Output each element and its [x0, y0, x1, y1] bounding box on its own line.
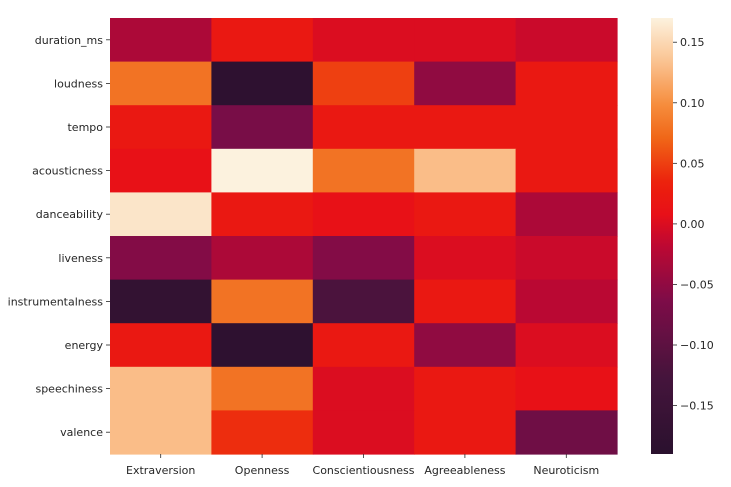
heatmap-cell-liveness-Agreeableness: [414, 236, 517, 281]
colorbar: [651, 18, 673, 454]
heatmap-cell-danceability-Openness: [211, 192, 314, 237]
colorbar-tick-label: 0.00: [680, 218, 705, 231]
heatmap-cell-loudness-Openness: [211, 61, 314, 106]
y-tick-label: acousticness: [32, 165, 103, 178]
heatmap-cell-duration_ms-Conscientiousness: [312, 18, 415, 63]
heatmap-cell-valence-Agreeableness: [414, 410, 517, 455]
heatmap-cell-speechiness-Agreeableness: [414, 366, 517, 411]
heatmap-cell-liveness-Extraversion: [110, 236, 212, 281]
heatmap-cell-tempo-Openness: [211, 105, 314, 150]
heatmap-cell-tempo-Extraversion: [110, 105, 212, 150]
heatmap-cell-liveness-Neuroticism: [515, 236, 618, 281]
y-tick-label: instrumentalness: [8, 295, 104, 308]
y-tick-label: energy: [65, 339, 104, 352]
heatmap-cell-energy-Extraversion: [110, 323, 212, 368]
heatmap-cell-acousticness-Conscientiousness: [312, 148, 415, 193]
heatmap-cell-loudness-Extraversion: [110, 61, 212, 106]
y-tick-label: liveness: [58, 252, 103, 265]
x-axis-tick-labels: Extraversion Openness Conscientiousness Agr…: [126, 454, 599, 477]
heatmap-cell-acousticness-Extraversion: [110, 148, 212, 193]
heatmap-cell-duration_ms-Neuroticism: [515, 18, 618, 63]
heatmap-cell-liveness-Conscientiousness: [312, 236, 415, 281]
y-axis-tick-labels: duration_ms loudness tempo acousticness danc…: [8, 34, 110, 439]
x-tick-label: Neuroticism: [533, 464, 599, 477]
heatmap-cell-liveness-Openness: [211, 236, 314, 281]
x-tick-label: Extraversion: [126, 464, 195, 477]
heatmap-cell-valence-Conscientiousness: [312, 410, 415, 455]
y-tick-label: loudness: [54, 77, 103, 90]
y-tick-label: danceability: [36, 208, 104, 221]
y-tick-label: duration_ms: [35, 34, 104, 47]
heatmap-cell-instrumentalness-Agreeableness: [414, 279, 517, 324]
x-tick-label: Conscientiousness: [313, 464, 415, 477]
y-tick-label: tempo: [67, 121, 103, 134]
heatmap-cell-duration_ms-Agreeableness: [414, 18, 517, 63]
heatmap-cell-loudness-Conscientiousness: [312, 61, 415, 106]
x-tick-label: Agreeableness: [424, 464, 505, 477]
heatmap-cell-duration_ms-Openness: [211, 18, 314, 63]
heatmap-cell-speechiness-Conscientiousness: [312, 366, 415, 411]
colorbar-tick-label: −0.05: [680, 278, 714, 291]
heatmap-cell-speechiness-Openness: [211, 366, 314, 411]
heatmap-cell-instrumentalness-Neuroticism: [515, 279, 618, 324]
x-tick-label: Openness: [235, 464, 290, 477]
colorbar-tick-label: 0.05: [680, 157, 705, 170]
colorbar-tick-label: 0.15: [680, 36, 705, 49]
heatmap-cell-speechiness-Neuroticism: [515, 366, 618, 411]
heatmap-cell-tempo-Neuroticism: [515, 105, 618, 150]
heatmap-cell-instrumentalness-Conscientiousness: [312, 279, 415, 324]
heatmap-cell-energy-Conscientiousness: [312, 323, 415, 368]
heatmap-cell-energy-Agreeableness: [414, 323, 517, 368]
heatmap-cell-energy-Neuroticism: [515, 323, 618, 368]
colorbar-tick-label: 0.10: [680, 97, 705, 110]
heatmap-cell-danceability-Conscientiousness: [312, 192, 415, 237]
heatmap-cell-duration_ms-Extraversion: [110, 18, 212, 63]
colorbar-tick-label: −0.15: [680, 400, 714, 413]
y-tick-label: valence: [60, 426, 103, 439]
heatmap-cell-valence-Neuroticism: [515, 410, 618, 455]
heatmap-cell-loudness-Neuroticism: [515, 61, 618, 106]
heatmap-cell-acousticness-Agreeableness: [414, 148, 517, 193]
heatmap-cell-loudness-Agreeableness: [414, 61, 517, 106]
y-tick-label: speechiness: [35, 383, 103, 396]
heatmap-cells: [110, 18, 618, 455]
heatmap-cell-danceability-Neuroticism: [515, 192, 618, 237]
heatmap-cell-instrumentalness-Openness: [211, 279, 314, 324]
colorbar-tick-label: −0.10: [680, 339, 714, 352]
colorbar-ticks: 0.15 0.10 0.05 0.00 −0.05 −0.10 −0.15: [673, 36, 714, 413]
heatmap-cell-acousticness-Neuroticism: [515, 148, 618, 193]
heatmap-cell-tempo-Conscientiousness: [312, 105, 415, 150]
heatmap-cell-instrumentalness-Extraversion: [110, 279, 212, 324]
heatmap-cell-danceability-Extraversion: [110, 192, 212, 237]
heatmap-cell-valence-Extraversion: [110, 410, 212, 455]
heatmap-cell-tempo-Agreeableness: [414, 105, 517, 150]
heatmap-cell-acousticness-Openness: [211, 148, 314, 193]
heatmap-cell-danceability-Agreeableness: [414, 192, 517, 237]
heatmap-cell-speechiness-Extraversion: [110, 366, 212, 411]
heatmap-cell-valence-Openness: [211, 410, 314, 455]
heatmap-cell-energy-Openness: [211, 323, 314, 368]
